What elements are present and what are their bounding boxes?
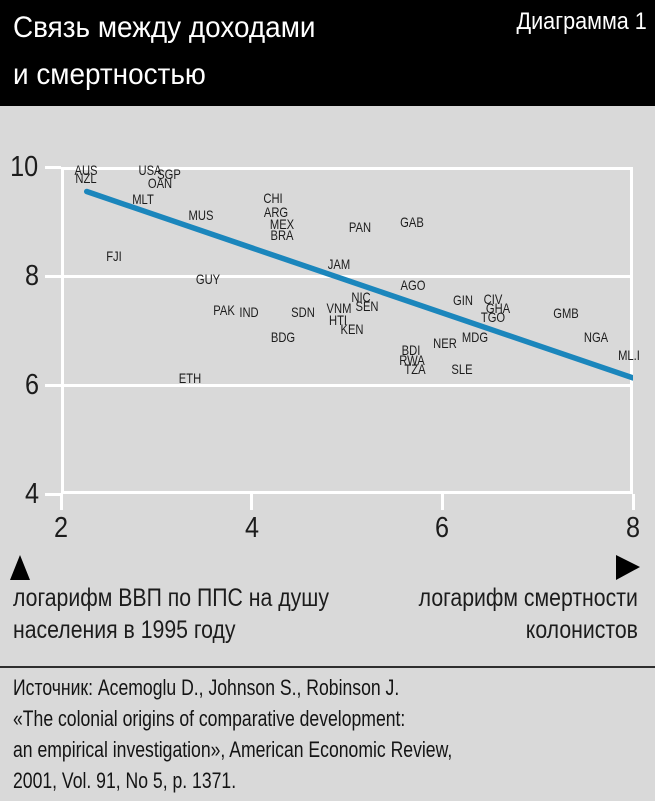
y-axis-arrow-up-icon	[10, 555, 30, 580]
country-label-gin: GIN	[453, 291, 474, 308]
country-label-mlt: MLT	[132, 191, 154, 208]
country-label-gmb: GMB	[553, 305, 580, 322]
country-label-bra: BRA	[270, 227, 294, 244]
country-label-tza: TZA	[404, 361, 426, 378]
page-title-line1: Связь между доходами	[13, 11, 316, 44]
scatter-points-layer: AUS NZL USA SGP OAN MLT CHI ARG MUS MEX GAB PAN BRA F…	[61, 162, 640, 494]
source-line1: Источник: Acemoglu D., Johnson S., Robin…	[13, 675, 400, 700]
y-tick-text: 10	[9, 151, 38, 183]
x-axis-arrow-right-icon	[616, 555, 640, 580]
country-label-mli: ML.I	[618, 347, 641, 364]
x-tick-text: 2	[53, 512, 69, 544]
x-tick-text: 4	[244, 512, 259, 544]
source-line3: an empirical investigation», American Ec…	[13, 737, 453, 762]
country-label-chi: CHI	[262, 190, 283, 207]
trend-line-chart	[83, 188, 633, 381]
y-tick-label: 6	[0, 368, 40, 402]
country-label-sdn: SDN	[291, 303, 315, 320]
plot-border-right	[630, 167, 633, 494]
country-label-vnm: VNM	[326, 300, 352, 317]
x-tick-label: 2	[31, 511, 91, 545]
y-tick-label: 8	[0, 259, 40, 293]
x-axis-tick	[250, 494, 254, 510]
plot-border-top	[61, 167, 633, 170]
divider-line	[0, 666, 655, 668]
country-label-pak: PAK	[213, 301, 235, 318]
y-axis-tick	[45, 492, 61, 496]
x-tick-label: 8	[603, 511, 655, 545]
y-axis-caption-line1: логарифм ВВП по ППС на душу	[13, 584, 329, 612]
country-label-gab: GAB	[399, 214, 424, 231]
gridline-y-6	[61, 383, 633, 387]
country-label-jam: JAM	[328, 256, 351, 272]
x-tick-text: 6	[435, 512, 450, 544]
country-label-hti: HTI	[329, 312, 348, 329]
country-label-ind: IND	[239, 303, 259, 320]
country-label-sen: SEN	[355, 297, 379, 314]
country-label-mdg: MDG	[461, 329, 488, 346]
x-tick-label: 4	[222, 511, 282, 545]
diagram-number: Диаграмма 1	[516, 8, 647, 35]
x-tick-label: 6	[412, 511, 472, 545]
country-label-civ: CIV	[483, 290, 503, 307]
plot-border-bottom	[61, 491, 633, 494]
country-label-ner: NER	[433, 335, 458, 352]
country-label-usa: USA	[138, 162, 162, 179]
x-axis-caption-line1: логарифм смертности	[418, 584, 638, 612]
country-label-oan: OAN	[148, 174, 173, 191]
country-label-arg: ARG	[264, 204, 289, 221]
y-tick-label: 10	[0, 150, 40, 184]
country-label-aus: AUS	[74, 162, 98, 179]
plot-border-left	[61, 167, 64, 494]
y-tick-text: 8	[24, 260, 39, 292]
y-axis-tick	[45, 383, 61, 387]
page-title-line2: и смертностью	[13, 58, 206, 91]
y-tick-text: 6	[24, 369, 39, 401]
country-label-bdg: BDG	[270, 329, 296, 346]
page-title: Связь между доходами и смертностью	[13, 4, 338, 98]
country-label-ago: AGO	[400, 277, 426, 294]
country-label-gha: GHA	[485, 300, 510, 317]
plot-area: AUS NZL USA SGP OAN MLT CHI ARG MUS MEX GAB PAN BRA F…	[61, 162, 640, 494]
source-line4: 2001, Vol. 91, No 5, p. 1371.	[13, 768, 237, 793]
country-label-bdi: BDI	[401, 342, 421, 359]
country-label-guy: GUY	[195, 271, 220, 288]
x-axis-tick	[440, 494, 444, 510]
country-label-eth: ETH	[178, 369, 201, 386]
y-axis-caption-line2: населения в 1995 году	[13, 616, 236, 644]
country-label-mex: MEX	[270, 216, 295, 233]
country-label-mus: MUS	[188, 206, 214, 223]
source-line2: «The colonial origins of comparative dev…	[13, 706, 406, 731]
country-label-sle: SLE	[451, 361, 473, 378]
country-label-nic: NIC	[351, 289, 371, 306]
country-label-fji: FJI	[106, 247, 123, 264]
country-label-nzl: NZL	[75, 169, 97, 186]
source-note: Источник: Acemoglu D., Johnson S., Robin…	[13, 672, 562, 796]
country-label-nga: NGA	[583, 329, 608, 346]
country-label-pan: PAN	[349, 218, 372, 235]
y-axis-caption: логарифм ВВП по ППС на душу населения в …	[13, 582, 385, 646]
x-axis-tick	[631, 494, 635, 510]
y-axis-tick	[45, 165, 61, 169]
header-bar: Связь между доходами и смертностью Диагр…	[0, 0, 655, 106]
country-label-rwa: RWA	[399, 351, 425, 368]
x-axis-caption-line2: колонистов	[525, 616, 638, 644]
y-tick-label: 4	[0, 477, 40, 511]
x-axis-caption: логарифм смертности колонистов	[380, 582, 638, 646]
country-label-sgp: SGP	[156, 166, 181, 183]
gridline-y-8	[61, 274, 633, 278]
x-axis-tick	[59, 494, 63, 510]
x-tick-text: 8	[625, 512, 641, 544]
trend-line	[83, 188, 633, 381]
y-axis-tick	[45, 274, 61, 278]
y-tick-text: 4	[24, 478, 39, 510]
country-label-ken: KEN	[340, 320, 364, 337]
country-label-tgo: TGO	[480, 308, 505, 325]
